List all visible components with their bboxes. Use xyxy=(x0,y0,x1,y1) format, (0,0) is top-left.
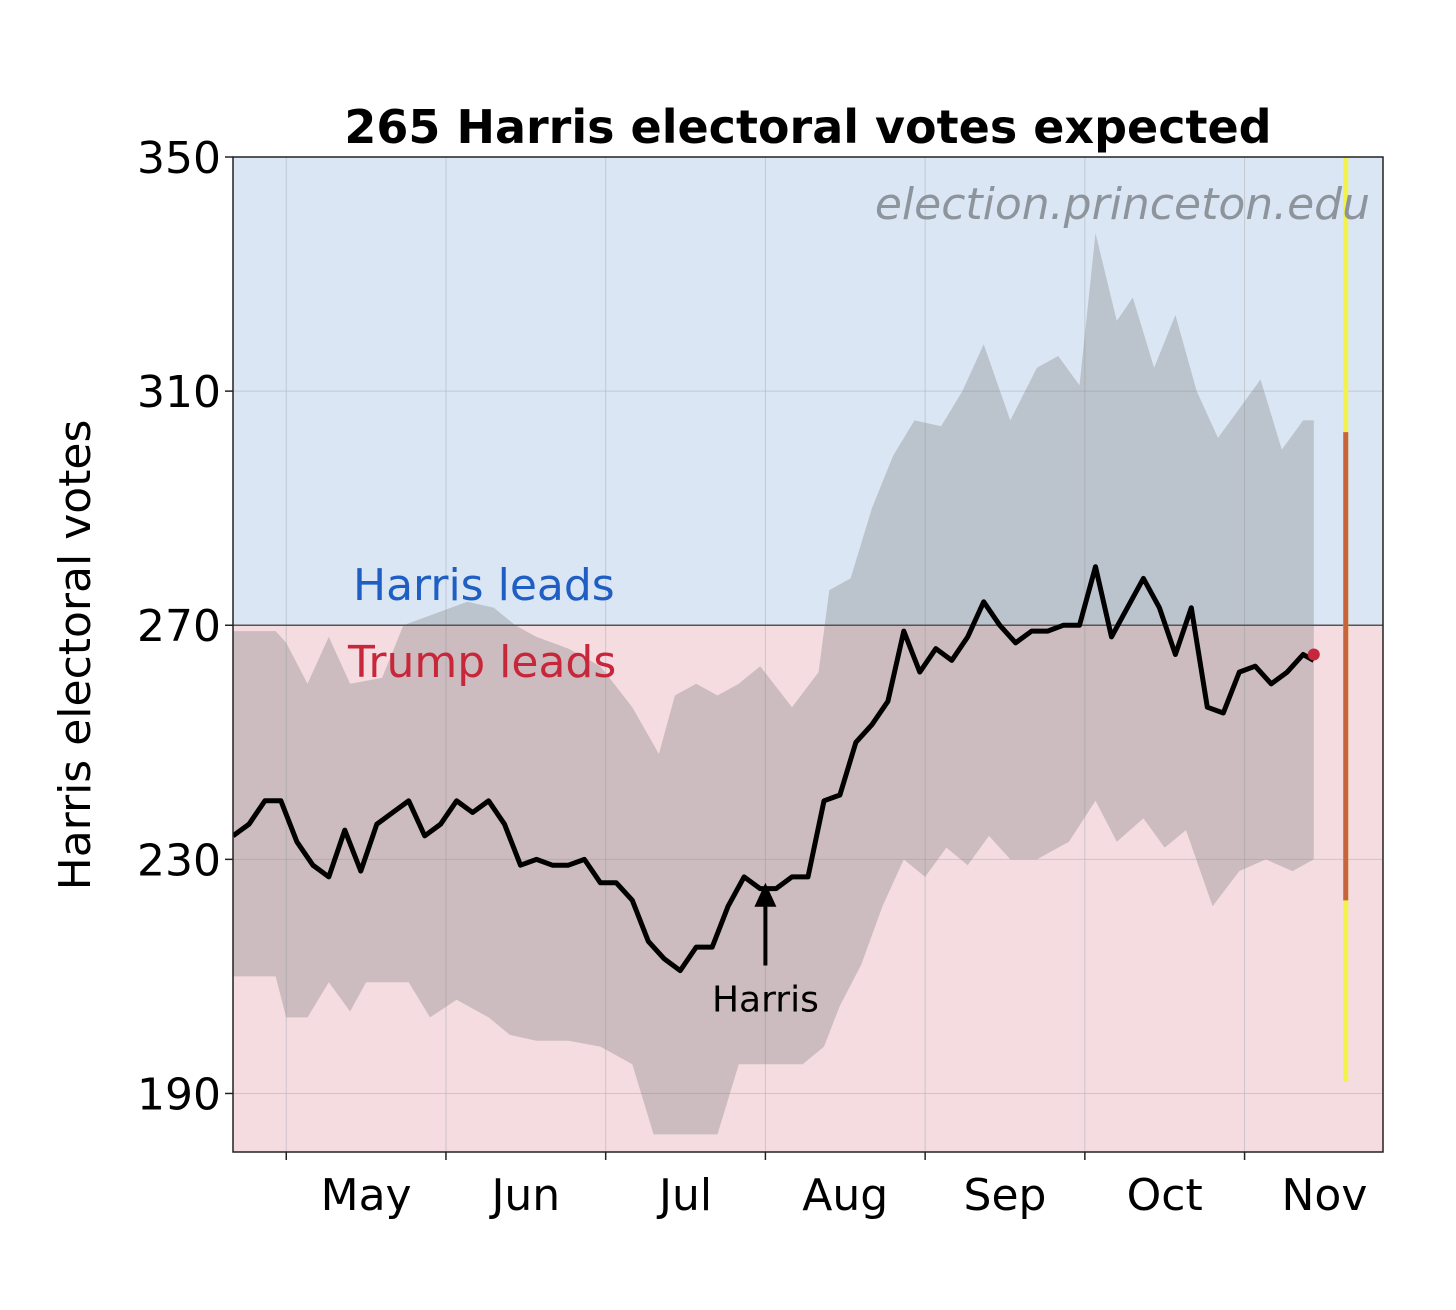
series xyxy=(233,564,1320,974)
x-tick-label: Nov xyxy=(1281,1170,1367,1221)
plot-frame xyxy=(232,156,1384,1153)
watermark: election.princeton.edu xyxy=(875,179,1370,230)
series-line xyxy=(233,564,1316,974)
chart-title: 265 Harris electoral votes expected xyxy=(344,100,1271,154)
x-tick-label: Oct xyxy=(1127,1170,1203,1221)
harris-leads-label: Harris leads xyxy=(353,560,615,611)
y-tick-label: 310 xyxy=(137,367,221,418)
x-axis: May Jun Jul Aug Sep Oct Nov xyxy=(285,1152,1367,1221)
x-tick-label: May xyxy=(321,1170,412,1221)
x-tick-label: Sep xyxy=(964,1170,1047,1221)
y-tick-label: 190 xyxy=(137,1069,221,1120)
y-tick-label: 350 xyxy=(137,133,221,184)
x-tick-label: Jun xyxy=(488,1170,560,1221)
band-area xyxy=(233,233,1314,1135)
y-tick-label: 270 xyxy=(137,601,221,652)
axes-frame xyxy=(232,156,1384,1153)
x-tick-label: Aug xyxy=(802,1170,888,1221)
trump-leads-label: Trump leads xyxy=(347,637,616,688)
y-tick-label: 230 xyxy=(137,835,221,886)
annotation-arrow-head xyxy=(754,882,777,907)
confidence-band xyxy=(233,233,1314,1135)
y-axis-label: Harris electoral votes xyxy=(50,420,101,891)
x-tick-label: Jul xyxy=(656,1170,712,1221)
trump-region xyxy=(233,625,1383,1152)
current-point xyxy=(1307,648,1320,661)
annotation-label: Harris xyxy=(712,980,819,1021)
y-axis: 190 230 270 310 350 xyxy=(137,133,233,1120)
annotations: Harris xyxy=(712,882,819,1021)
